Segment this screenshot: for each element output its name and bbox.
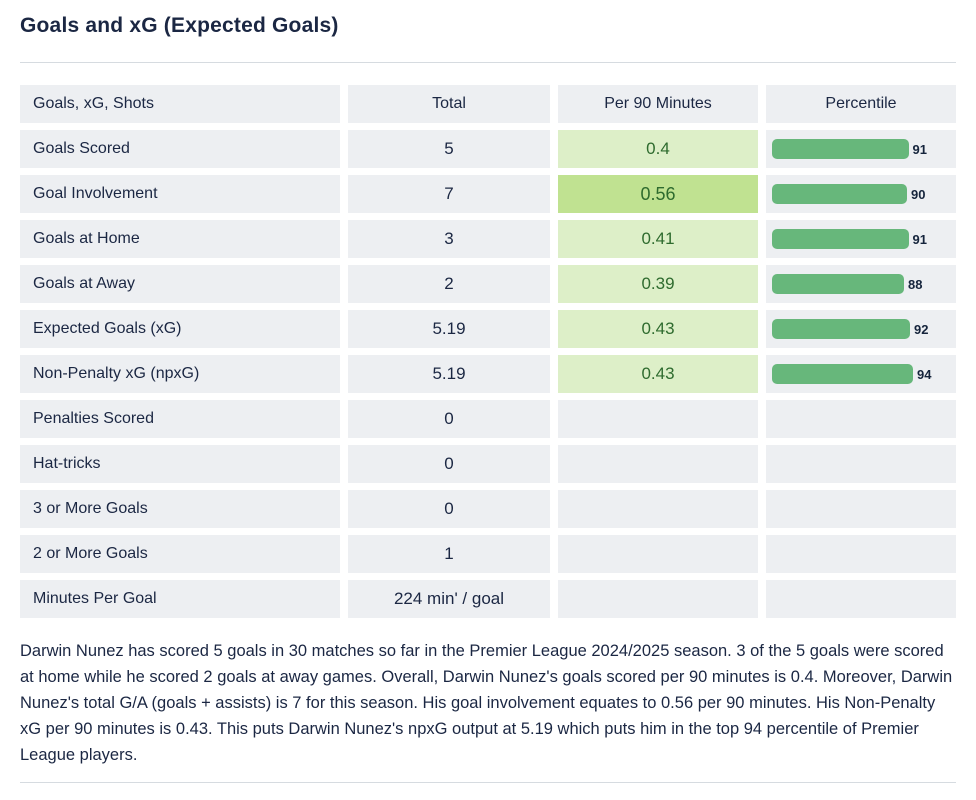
percentile-value: 88 (908, 276, 923, 292)
row-label: Non-Penalty xG (npxG) (20, 355, 340, 393)
row-label: Goals at Home (20, 220, 340, 258)
table-row: Expected Goals (xG) 5.19 0.43 92 (20, 310, 956, 348)
row-label: Goals at Away (20, 265, 340, 303)
per90-value (558, 490, 758, 528)
table-row: Penalties Scored 0 (20, 400, 956, 438)
percentile-value: 91 (912, 141, 927, 157)
percentile-cell: 94 (766, 355, 956, 393)
row-label: Minutes Per Goal (20, 580, 340, 618)
total-value: 1 (348, 535, 550, 573)
per90-value (558, 535, 758, 573)
percentile-cell: 92 (766, 310, 956, 348)
row-label: Expected Goals (xG) (20, 310, 340, 348)
table-row: Goals at Home 3 0.41 91 (20, 220, 956, 258)
row-label: Goals Scored (20, 130, 340, 168)
percentile-bar (772, 139, 909, 159)
header-per-90-minutes: Per 90 Minutes (558, 85, 758, 123)
header-total: Total (348, 85, 550, 123)
total-value: 0 (348, 490, 550, 528)
bottom-divider (20, 782, 956, 783)
table-row: Minutes Per Goal 224 min' / goal (20, 580, 956, 618)
total-value: 5.19 (348, 355, 550, 393)
row-label: 2 or More Goals (20, 535, 340, 573)
per90-value (558, 445, 758, 483)
total-value: 224 min' / goal (348, 580, 550, 618)
percentile-bar (772, 229, 909, 249)
table-row: Hat-tricks 0 (20, 445, 956, 483)
total-value: 0 (348, 445, 550, 483)
goals-xg-section: Goals and xG (Expected Goals) Goals, xG,… (20, 14, 956, 783)
table-row: Non-Penalty xG (npxG) 5.19 0.43 94 (20, 355, 956, 393)
per90-value: 0.41 (558, 220, 758, 258)
percentile-bar (772, 364, 913, 384)
total-value: 3 (348, 220, 550, 258)
stats-table: Goals, xG, Shots Total Per 90 Minutes Pe… (20, 85, 956, 618)
total-value: 5.19 (348, 310, 550, 348)
table-row: Goal Involvement 7 0.56 90 (20, 175, 956, 213)
percentile-cell (766, 580, 956, 618)
page-title: Goals and xG (Expected Goals) (20, 14, 339, 37)
stats-table-body: Goals Scored 5 0.4 91 Goal Involvement 7 0.56 9… (20, 130, 956, 618)
percentile-value: 92 (914, 321, 929, 337)
per90-value: 0.43 (558, 310, 758, 348)
per90-value: 0.56 (558, 175, 758, 213)
total-value: 2 (348, 265, 550, 303)
total-value: 5 (348, 130, 550, 168)
percentile-cell: 90 (766, 175, 956, 213)
table-row: Goals at Away 2 0.39 88 (20, 265, 956, 303)
percentile-cell (766, 445, 956, 483)
per90-value: 0.43 (558, 355, 758, 393)
table-row: 3 or More Goals 0 (20, 490, 956, 528)
per90-value (558, 580, 758, 618)
percentile-value: 94 (917, 366, 932, 382)
row-label: 3 or More Goals (20, 490, 340, 528)
row-label: Hat-tricks (20, 445, 340, 483)
header-percentile: Percentile (766, 85, 956, 123)
percentile-cell: 91 (766, 130, 956, 168)
header-goals-xg-shots: Goals, xG, Shots (20, 85, 340, 123)
percentile-value: 90 (911, 186, 926, 202)
percentile-cell (766, 400, 956, 438)
summary-paragraph: Darwin Nunez has scored 5 goals in 30 ma… (20, 642, 953, 764)
percentile-cell: 91 (766, 220, 956, 258)
per90-value: 0.39 (558, 265, 758, 303)
row-label: Penalties Scored (20, 400, 340, 438)
percentile-cell (766, 490, 956, 528)
percentile-cell: 88 (766, 265, 956, 303)
top-divider (20, 62, 956, 63)
per90-value (558, 400, 758, 438)
table-header-row: Goals, xG, Shots Total Per 90 Minutes Pe… (20, 85, 956, 123)
percentile-bar (772, 319, 910, 339)
table-row: 2 or More Goals 1 (20, 535, 956, 573)
total-value: 7 (348, 175, 550, 213)
row-label: Goal Involvement (20, 175, 340, 213)
percentile-cell (766, 535, 956, 573)
total-value: 0 (348, 400, 550, 438)
table-row: Goals Scored 5 0.4 91 (20, 130, 956, 168)
percentile-value: 91 (912, 231, 927, 247)
per90-value: 0.4 (558, 130, 758, 168)
percentile-bar (772, 274, 904, 294)
percentile-bar (772, 184, 907, 204)
